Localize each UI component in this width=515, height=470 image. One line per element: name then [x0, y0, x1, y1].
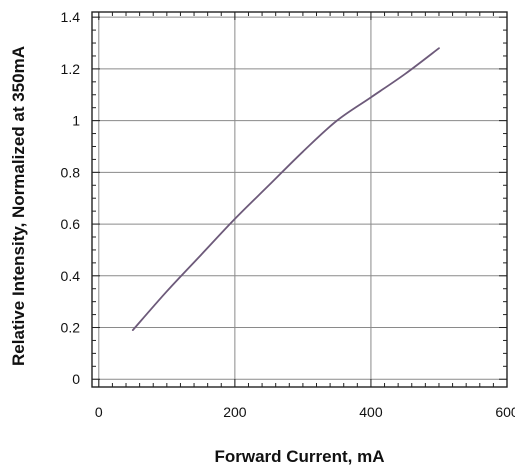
- x-tick-label: 600: [495, 404, 515, 420]
- y-axis-label: Relative Intensity, Normalized at 350mA: [9, 46, 28, 366]
- y-tick-label: 1.2: [61, 61, 81, 77]
- tick-labels: 0 200 400 600 0 0.2 0.4 0.6 0.8 1 1.2 1.4: [61, 9, 515, 420]
- y-tick-label: 0.6: [61, 216, 81, 232]
- x-tick-label: 400: [359, 404, 383, 420]
- grid-lines: [92, 12, 508, 387]
- y-tick-label: 0.4: [61, 268, 81, 284]
- y-tick-label: 1: [72, 113, 80, 129]
- y-tick-label: 0.8: [61, 164, 81, 180]
- series-layer: [131, 47, 440, 331]
- x-tick-label: 0: [95, 404, 103, 420]
- x-axis-label: Forward Current, mA: [214, 447, 384, 466]
- y-tick-label: 0.2: [61, 320, 81, 336]
- y-tick-label: 0: [72, 371, 80, 387]
- series-line-0: [131, 47, 440, 331]
- y-tick-label: 1.4: [61, 9, 81, 25]
- x-tick-label: 200: [223, 404, 247, 420]
- plot-frame: [91, 11, 508, 388]
- axis-ticks: [92, 12, 508, 387]
